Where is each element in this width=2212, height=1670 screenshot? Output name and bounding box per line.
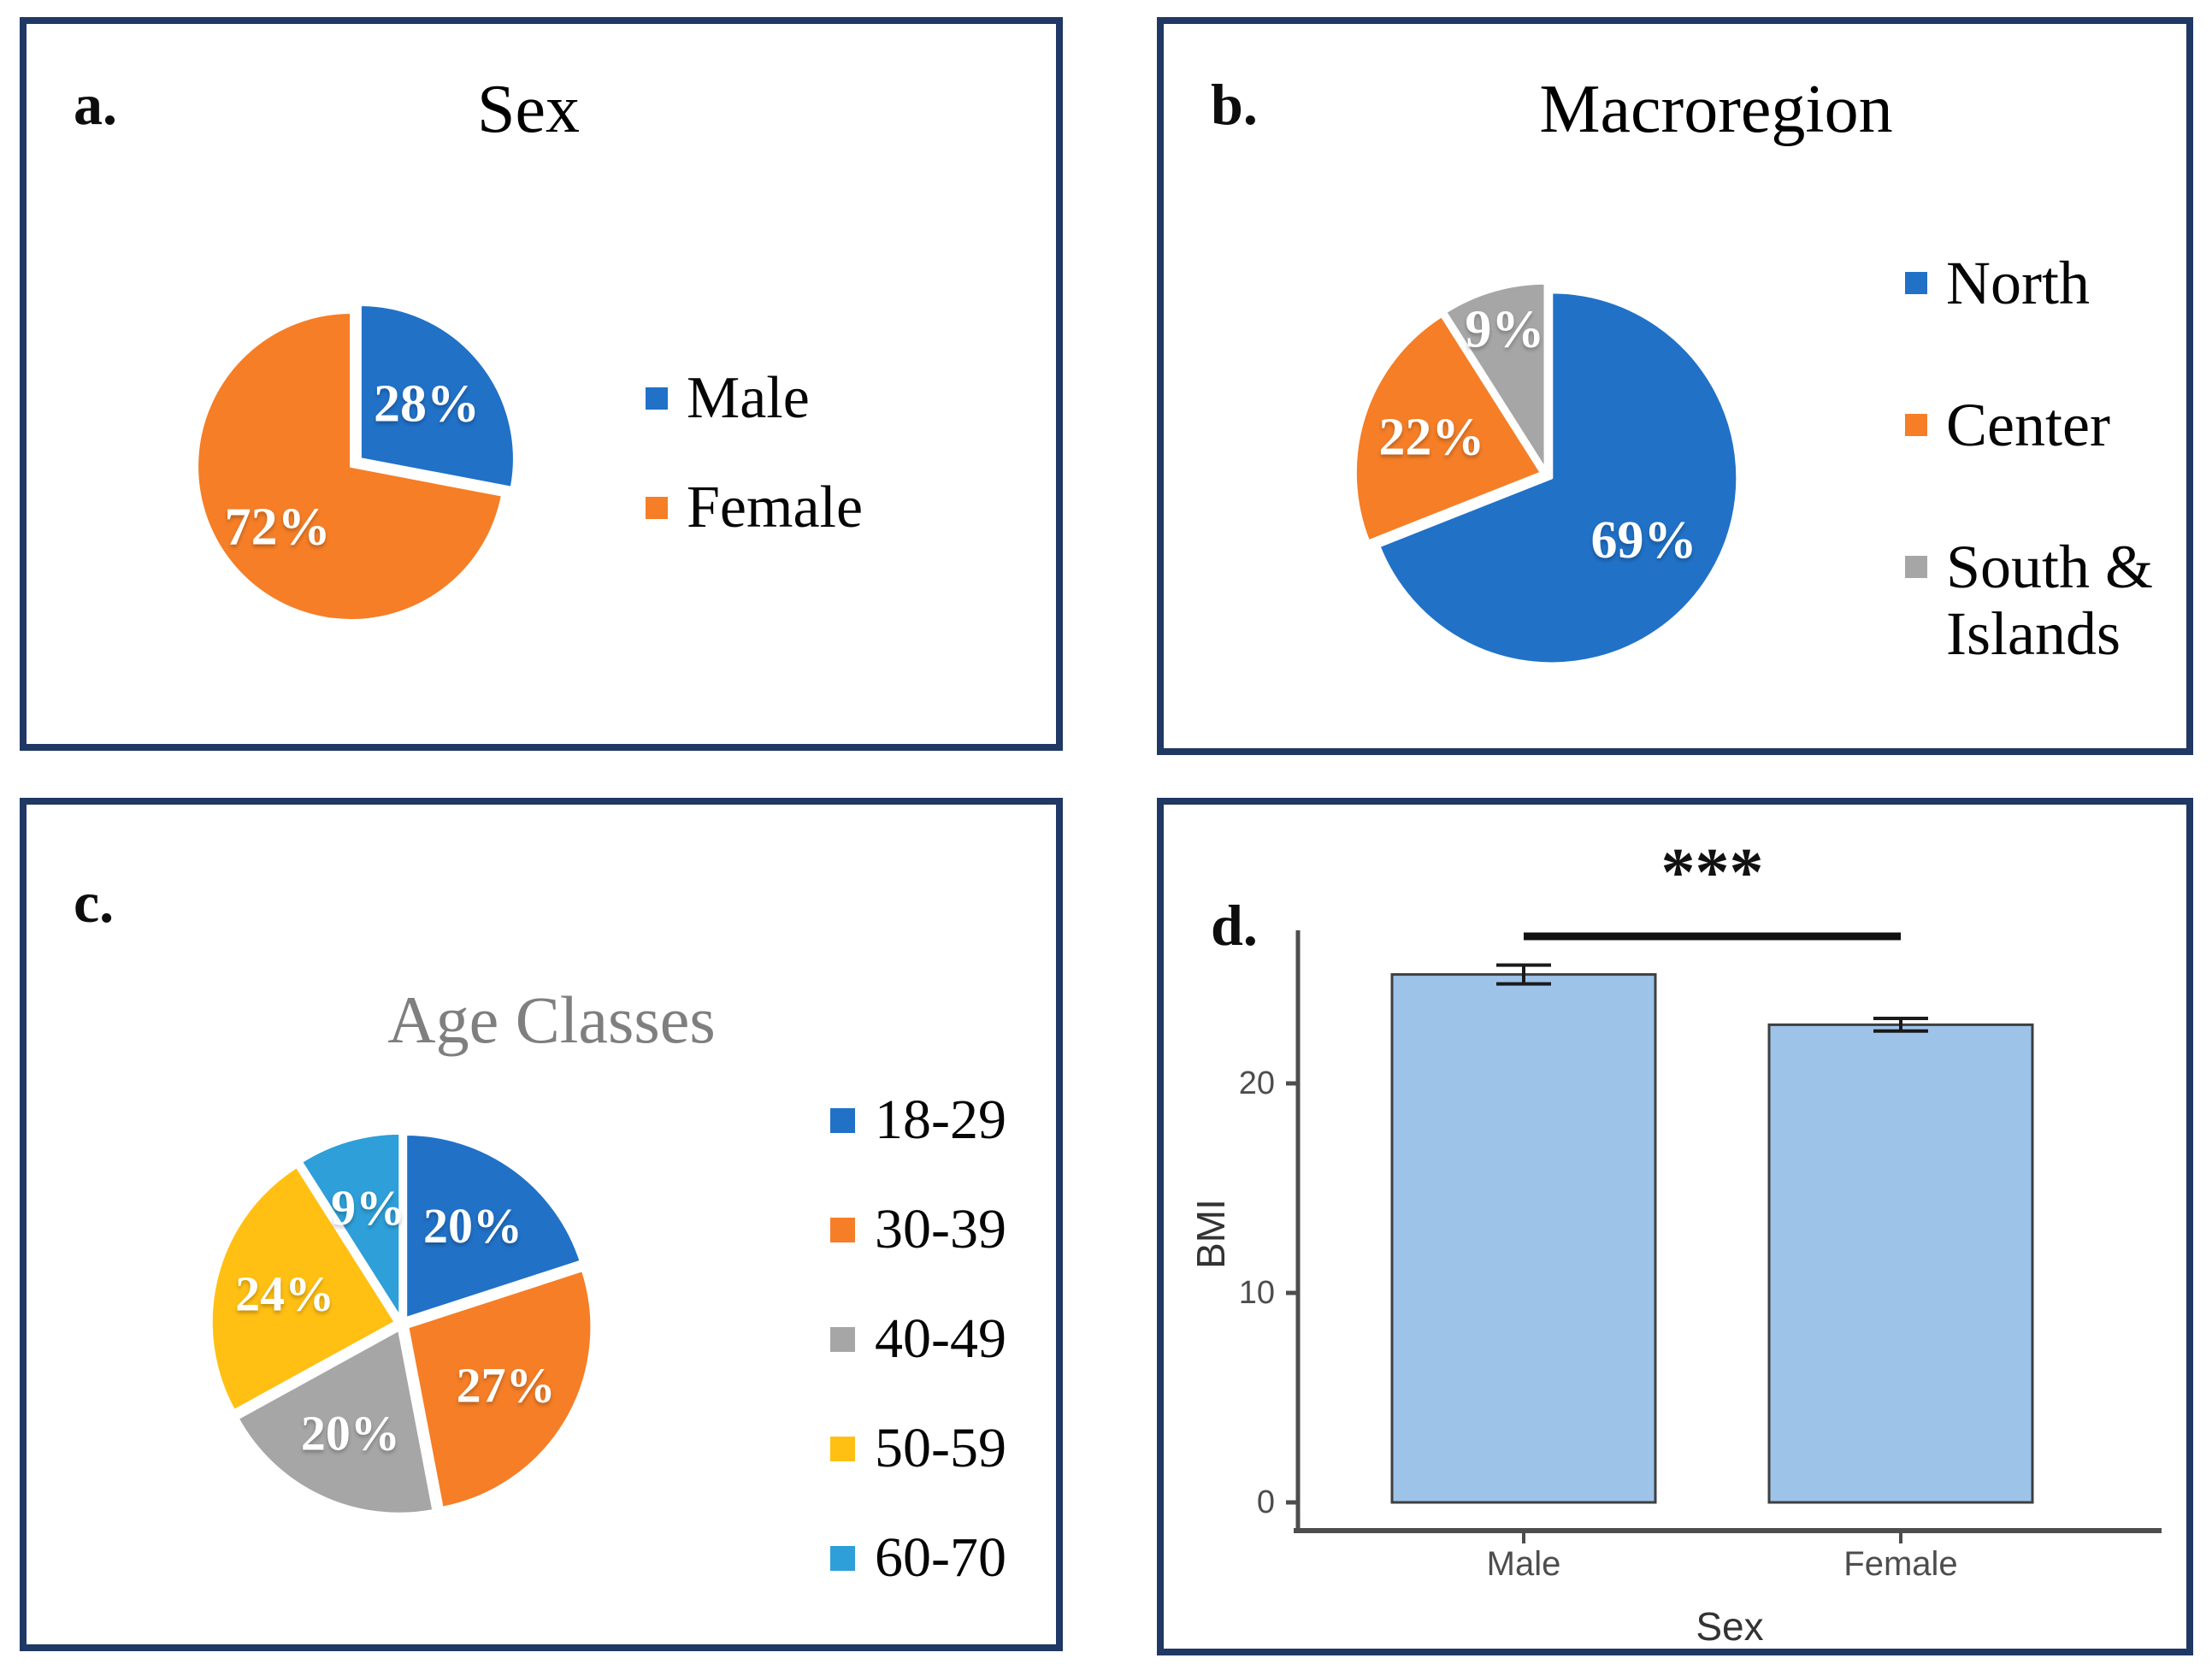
legend-label-female: Female bbox=[687, 475, 864, 540]
y-tick-label-20: 20 bbox=[1239, 1065, 1275, 1101]
legend-label-50-59: 50-59 bbox=[875, 1417, 1006, 1479]
legend-item-50-59: 50-59 bbox=[830, 1419, 1006, 1478]
panel-d-letter: d. bbox=[1211, 893, 1258, 958]
legend-label-south-islands: South & Islands bbox=[1946, 533, 2154, 668]
y-tick-label-0: 0 bbox=[1257, 1484, 1275, 1520]
legend-item-female: Female bbox=[646, 475, 863, 540]
pie-label-30-39: 27% bbox=[457, 1357, 556, 1413]
pie-slice-north bbox=[1377, 291, 1739, 665]
legend-label-north: North bbox=[1946, 249, 2090, 317]
legend-label-40-49: 40-49 bbox=[875, 1307, 1006, 1370]
pie-slice-30-39 bbox=[406, 1269, 593, 1509]
legend-swatch-female bbox=[646, 497, 668, 519]
pie-slice-female bbox=[196, 310, 504, 622]
pie-label-18-29: 20% bbox=[423, 1198, 522, 1254]
legend-item-30-39: 30-39 bbox=[830, 1200, 1006, 1260]
pie-label-south-islands: 9% bbox=[1465, 301, 1544, 359]
pie-label-40-49: 20% bbox=[301, 1405, 400, 1461]
pie-label-male: 28% bbox=[374, 375, 480, 433]
legend-swatch-male bbox=[646, 387, 668, 410]
panel-d: d. 0 10 20 Male Female Sex BMI *** bbox=[1157, 798, 2193, 1655]
legend-swatch-40-49 bbox=[830, 1326, 855, 1352]
significance-stars: *** bbox=[1661, 835, 1764, 911]
pie-label-north: 69% bbox=[1590, 511, 1696, 569]
legend-swatch-50-59 bbox=[830, 1436, 855, 1461]
bmi-bar-chart: 0 10 20 Male Female Sex BMI *** bbox=[1189, 835, 2162, 1649]
bar-male bbox=[1390, 973, 1657, 1504]
legend-swatch-18-29 bbox=[830, 1107, 855, 1133]
pie-label-female: 72% bbox=[225, 499, 331, 557]
pie-slice-60-70 bbox=[300, 1131, 402, 1319]
y-axis-title: BMI bbox=[1189, 1199, 1233, 1269]
panel-a: a. Sex 28% 72% Male Female bbox=[20, 17, 1063, 751]
pie-label-center: 22% bbox=[1378, 408, 1484, 466]
legend-item-center: Center bbox=[1905, 392, 2186, 458]
pie-slice-south-islands bbox=[1444, 281, 1547, 470]
legend-item-north: North bbox=[1905, 250, 2186, 316]
panel-a-letter: a. bbox=[74, 72, 117, 137]
legend-item-18-29: 18-29 bbox=[830, 1090, 1006, 1150]
legend-label-center: Center bbox=[1946, 391, 2110, 459]
panel-c-title: Age Classes bbox=[387, 983, 716, 1057]
legend-label-60-70: 60-70 bbox=[875, 1526, 1006, 1589]
pie-slice-50-59 bbox=[209, 1165, 397, 1413]
legend-item-60-70: 60-70 bbox=[830, 1528, 1006, 1588]
panel-b-letter: b. bbox=[1211, 72, 1258, 137]
y-tick-label-10: 10 bbox=[1239, 1275, 1275, 1311]
legend-label-18-29: 18-29 bbox=[875, 1089, 1006, 1151]
legend-item-male: Male bbox=[646, 366, 863, 431]
pie-label-50-59: 24% bbox=[235, 1266, 334, 1321]
legend-label-male: Male bbox=[687, 365, 810, 431]
sex-pie-chart: 28% 72% bbox=[196, 304, 516, 622]
macroregion-pie-chart: 69% 22% 9% bbox=[1354, 281, 1739, 665]
legend-item-south-islands: South & Islands bbox=[1905, 534, 2186, 667]
legend-label-30-39: 30-39 bbox=[875, 1198, 1006, 1260]
bar-female bbox=[1767, 1023, 2034, 1504]
pie-slice-male bbox=[358, 304, 516, 489]
pie-slice-40-49 bbox=[236, 1328, 435, 1515]
sex-pie-legend: Male Female bbox=[646, 366, 863, 540]
x-tick-label-female: Female bbox=[1843, 1545, 1957, 1583]
legend-swatch-60-70 bbox=[830, 1545, 855, 1571]
legend-swatch-north bbox=[1905, 272, 1927, 294]
x-axis-title: Sex bbox=[1696, 1604, 1763, 1649]
panel-c: c. Age Classes 20% 27% 20% 24% 9% 18-29 30-39… bbox=[20, 798, 1063, 1651]
panel-b-title: Macroregion bbox=[1539, 72, 1893, 147]
legend-swatch-30-39 bbox=[830, 1217, 855, 1242]
panel-c-letter: c. bbox=[74, 870, 115, 935]
panel-b: b. Macroregion 69% 22% 9% North Center South… bbox=[1157, 17, 2193, 755]
macroregion-pie-legend: North Center South & Islands bbox=[1905, 250, 2186, 667]
panel-a-title: Sex bbox=[477, 72, 580, 147]
pie-slice-18-29 bbox=[404, 1133, 582, 1320]
x-tick-label-male: Male bbox=[1487, 1545, 1561, 1583]
legend-swatch-center bbox=[1905, 414, 1927, 436]
pie-slice-center bbox=[1354, 315, 1543, 543]
pie-label-60-70: 9% bbox=[331, 1180, 405, 1236]
legend-swatch-south-islands bbox=[1905, 556, 1927, 578]
age-pie-legend: 18-29 30-39 40-49 50-59 60-70 bbox=[830, 1090, 1006, 1588]
legend-item-40-49: 40-49 bbox=[830, 1309, 1006, 1369]
age-pie-chart: 20% 27% 20% 24% 9% bbox=[209, 1131, 593, 1515]
